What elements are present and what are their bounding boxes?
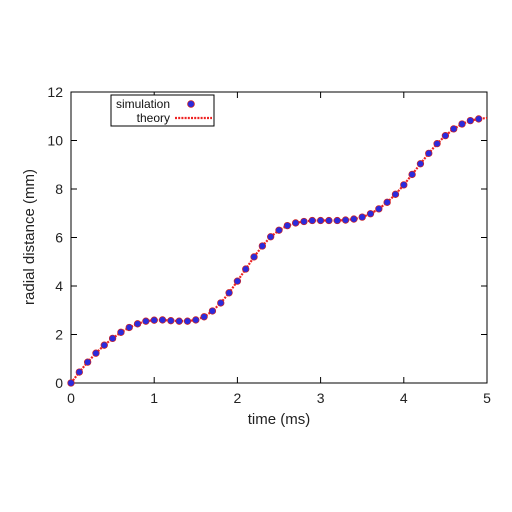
x-tick-label: 0: [67, 390, 75, 406]
simulation-point: [308, 216, 316, 225]
simulation-point: [267, 233, 275, 241]
simulation-point: [217, 299, 225, 307]
simulation-point: [183, 317, 192, 325]
x-axis-label: time (ms): [248, 411, 311, 428]
simulation-point: [208, 307, 217, 315]
simulation-point: [275, 226, 283, 234]
legend-label-simulation: simulation: [116, 97, 170, 111]
x-tick-label: 1: [150, 390, 158, 406]
simulation-point: [433, 140, 441, 148]
simulation-point: [142, 317, 150, 325]
plot-frame: [70, 91, 488, 384]
theory-series: [70, 116, 488, 384]
simulation-point: [283, 221, 291, 230]
simulation-point: [383, 198, 391, 206]
x-tick-label: 3: [317, 390, 325, 406]
simulation-point: [167, 317, 175, 325]
simulation-point: [242, 265, 250, 273]
simulation-point: [425, 149, 433, 158]
simulation-point: [316, 216, 325, 225]
simulation-point: [358, 213, 366, 221]
simulation-point: [225, 289, 233, 297]
simulation-point: [450, 125, 458, 133]
simulation-point: [458, 120, 466, 128]
simulation-point: [92, 349, 100, 357]
y-tick-label: 10: [47, 133, 63, 149]
simulation-point: [475, 115, 483, 123]
simulation-point: [83, 358, 92, 366]
simulation-point: [366, 210, 375, 218]
simulation-point: [408, 170, 416, 179]
simulation-point: [350, 215, 358, 223]
simulation-point: [291, 219, 300, 227]
y-tick-label: 2: [55, 327, 63, 343]
legend-label-theory: theory: [137, 111, 170, 125]
simulation-point: [192, 316, 200, 324]
simulation-point: [175, 317, 183, 325]
simulation-point: [75, 368, 83, 376]
x-tick-label: 4: [400, 390, 408, 406]
simulation-point: [250, 253, 258, 261]
simulation-point: [233, 277, 242, 285]
simulation-point: [117, 328, 125, 336]
simulation-point: [100, 341, 108, 349]
simulation-point: [400, 181, 408, 189]
simulation-point: [125, 323, 133, 332]
simulation-point: [200, 313, 208, 321]
y-axis-label: radial distance (mm): [21, 169, 38, 305]
x-tick-label: 2: [234, 390, 242, 406]
simulation-point: [466, 116, 475, 125]
simulation-point: [258, 242, 267, 250]
simulation-point: [441, 131, 450, 140]
y-tick-label: 0: [55, 375, 63, 391]
y-tick-label: 12: [47, 84, 63, 100]
simulation-point: [108, 334, 117, 343]
simulation-point: [375, 205, 383, 213]
legend-box: [110, 94, 215, 127]
simulation-point: [325, 216, 333, 225]
simulation-point: [416, 160, 425, 168]
simulation-point: [67, 379, 75, 387]
x-tick-label: 5: [483, 390, 491, 406]
y-tick-label: 4: [55, 278, 63, 294]
y-tick-label: 8: [55, 181, 63, 197]
theory-line: [70, 116, 488, 384]
simulation-series: [67, 115, 483, 387]
simulation-point: [150, 316, 158, 324]
simulation-point: [133, 320, 142, 328]
legend-marker-simulation: [187, 100, 195, 108]
simulation-point: [333, 216, 341, 225]
simulation-point: [391, 190, 400, 198]
legend: simulation theory: [110, 94, 215, 127]
simulation-point: [300, 217, 308, 226]
simulation-point: [341, 216, 350, 224]
y-tick-label: 6: [55, 230, 63, 246]
simulation-point: [158, 316, 167, 324]
